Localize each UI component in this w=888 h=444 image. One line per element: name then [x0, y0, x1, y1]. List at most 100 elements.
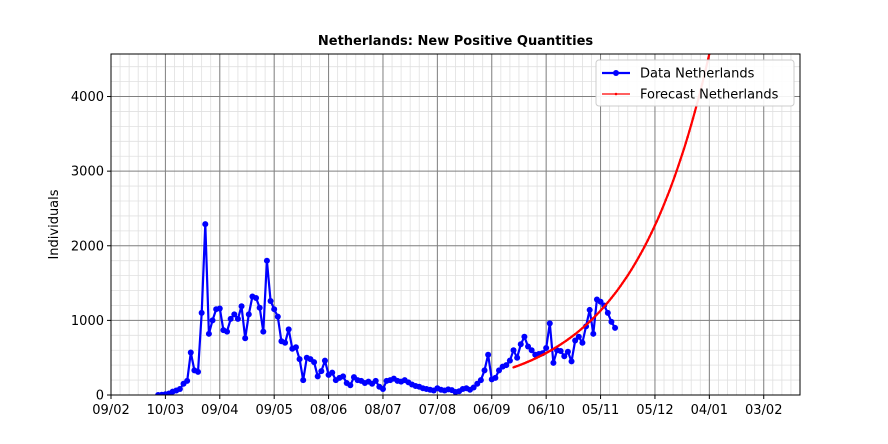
data-netherlands-point — [224, 328, 231, 335]
forecast-netherlands-point — [644, 242, 648, 246]
data-netherlands-point — [481, 367, 488, 374]
data-netherlands-point — [227, 315, 234, 322]
forecast-netherlands-point — [650, 231, 653, 235]
data-netherlands-point — [550, 359, 557, 366]
series-layer — [155, 54, 711, 395]
forecast-netherlands-point — [602, 305, 606, 308]
forecast-netherlands-point — [659, 211, 662, 215]
data-netherlands-point — [597, 298, 604, 305]
data-netherlands-point — [347, 382, 354, 389]
x-tick-label: 10/03 — [147, 403, 184, 418]
forecast-netherlands-point — [651, 228, 655, 231]
forecast-netherlands-point — [621, 282, 624, 285]
data-netherlands-point — [612, 324, 619, 331]
data-netherlands-point — [604, 309, 611, 316]
forecast-netherlands-point — [575, 331, 579, 334]
data-netherlands-point — [608, 318, 615, 325]
forecast-netherlands-point — [613, 292, 617, 295]
forecast-netherlands-point — [646, 239, 649, 242]
forecast-netherlands-point — [517, 364, 521, 367]
forecast-netherlands-point — [622, 279, 626, 283]
forecast-netherlands-point — [601, 307, 604, 310]
data-netherlands-point — [314, 373, 321, 380]
forecast-netherlands-point — [519, 363, 522, 366]
forecast-netherlands-point — [532, 358, 535, 361]
data-netherlands-point — [572, 337, 579, 344]
forecast-netherlands-point — [639, 252, 642, 256]
data-netherlands-point — [379, 386, 386, 393]
data-netherlands-point — [311, 359, 318, 366]
legend-swatch-marker — [613, 70, 619, 76]
forecast-netherlands-point — [608, 299, 611, 302]
y-tick-label: 3000 — [71, 165, 104, 180]
forecast-netherlands-point — [653, 224, 657, 227]
forecast-netherlands-point — [512, 366, 515, 369]
legend: Data Netherlands Forecast Netherlands — [595, 59, 795, 107]
data-netherlands-point — [205, 330, 212, 337]
forecast-netherlands-point — [604, 303, 608, 306]
forecast-netherlands-point — [515, 364, 519, 368]
forecast-netherlands-point — [584, 323, 588, 327]
forecast-netherlands-point — [564, 339, 568, 342]
forecast-netherlands-point — [655, 220, 658, 223]
legend-swatch-marker — [614, 92, 618, 96]
data-netherlands-point — [485, 351, 492, 358]
forecast-netherlands-point — [691, 117, 695, 120]
forecast-netherlands-point — [555, 345, 559, 348]
forecast-netherlands-point — [514, 365, 517, 368]
forecast-netherlands-point — [670, 184, 673, 188]
x-tick-label: 05/12 — [636, 403, 673, 418]
x-tick-label: 08/07 — [364, 403, 401, 418]
forecast-netherlands-point — [661, 207, 664, 211]
data-netherlands-point — [517, 341, 524, 348]
forecast-netherlands-point — [544, 351, 548, 355]
forecast-netherlands-point — [572, 334, 575, 337]
x-tick-label: 08/06 — [310, 403, 347, 418]
forecast-netherlands-point — [662, 203, 666, 206]
forecast-netherlands-point — [666, 194, 669, 197]
forecast-netherlands-point — [657, 216, 660, 219]
data-netherlands-point — [496, 367, 503, 374]
forecast-netherlands-point — [592, 316, 595, 320]
forecast-netherlands-point — [595, 313, 599, 316]
forecast-netherlands-point — [573, 332, 577, 336]
data-netherlands-point — [506, 357, 513, 364]
data-netherlands-point — [470, 384, 477, 391]
forecast-netherlands-point — [537, 355, 541, 358]
forecast-netherlands-point — [633, 262, 637, 265]
data-netherlands-point — [285, 326, 292, 333]
forecast-netherlands-point — [599, 309, 602, 312]
forecast-netherlands-point — [593, 315, 597, 318]
legend-box — [595, 59, 795, 107]
forecast-netherlands-point — [668, 189, 671, 192]
forecast-netherlands-point — [554, 346, 557, 350]
forecast-netherlands-point — [684, 141, 687, 145]
data-netherlands-point — [198, 309, 205, 316]
forecast-netherlands-point — [619, 284, 622, 288]
data-netherlands-point — [321, 357, 328, 364]
y-tick-label: 2000 — [71, 239, 104, 254]
forecast-netherlands-point — [628, 271, 631, 274]
forecast-netherlands-point — [566, 338, 570, 341]
data-netherlands-point — [296, 356, 303, 363]
x-tick-label: 09/02 — [92, 403, 129, 418]
data-netherlands-point — [525, 343, 532, 350]
forecast-netherlands-point — [528, 359, 532, 363]
data-netherlands-point — [292, 344, 299, 351]
y-tick-label: 0 — [96, 389, 104, 404]
forecast-netherlands-point — [539, 354, 542, 358]
data-netherlands-point — [263, 257, 270, 264]
data-netherlands-point — [256, 304, 263, 311]
x-axis-ticks: 09/02 10/03 09/04 09/05 08/06 08/07 07/08 06/09… — [92, 395, 782, 418]
data-netherlands-point — [579, 339, 586, 346]
x-tick-label: 06/09 — [473, 403, 510, 418]
forecast-netherlands-point — [525, 361, 528, 364]
forecast-netherlands-point — [563, 340, 566, 344]
data-netherlands-point — [318, 368, 325, 375]
forecast-netherlands-point — [541, 353, 544, 357]
data-netherlands-point — [557, 347, 564, 354]
forecast-netherlands-point — [526, 360, 530, 363]
data-netherlands-point — [474, 380, 481, 387]
forecast-netherlands-point — [612, 294, 615, 297]
